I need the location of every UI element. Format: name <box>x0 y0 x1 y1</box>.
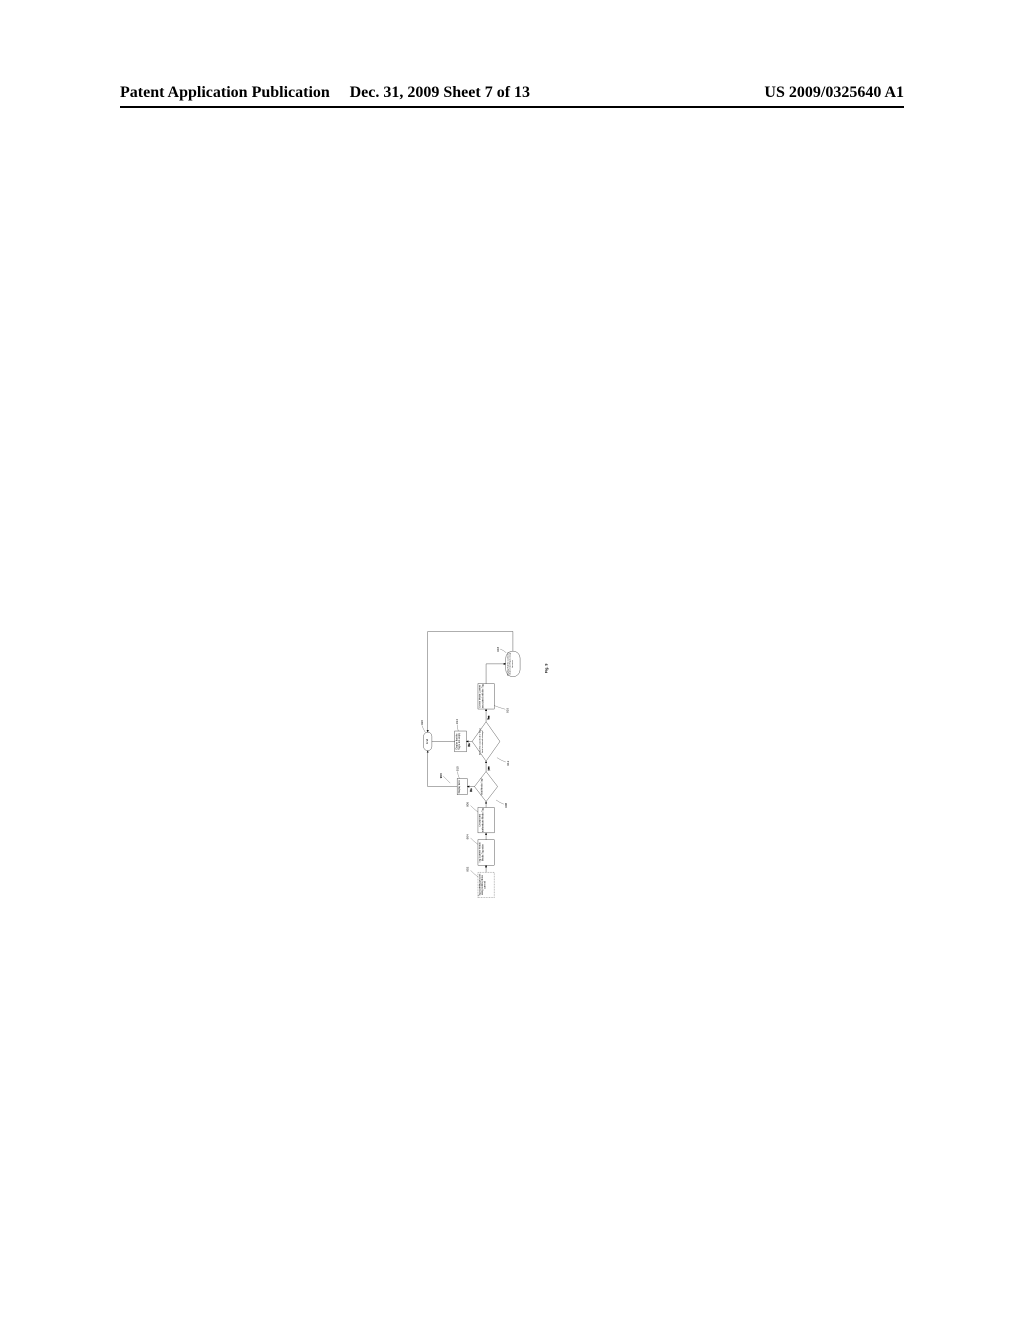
node-902: Tag scanning process using mobile phone … <box>466 866 494 897</box>
edge-912-yes: Yes <box>488 715 491 720</box>
node-906: Decrypt and authenticate Media Tag 906 <box>466 802 494 833</box>
ref-918: 918 <box>496 647 500 652</box>
node-920-text: End <box>425 733 429 751</box>
node-916: Delete Media Content associated with the… <box>478 684 510 713</box>
figure-label: Fig. 9 <box>544 664 548 674</box>
node-904-text: Tag Scanner Reads Media Tag value <box>479 840 484 865</box>
node-920: End 920 <box>420 720 432 751</box>
page-header: Patent Application Publication Dec. 31, … <box>120 84 904 108</box>
figure-container: Tag scanning process using mobile phone … <box>120 170 904 1170</box>
node-910: Display Error 910 <box>456 766 468 795</box>
edge-912-no: No <box>468 743 471 747</box>
flowchart-svg: Tag scanning process using mobile phone … <box>390 650 640 900</box>
ref-912: 912 <box>506 760 510 765</box>
header-center: Dec. 31, 2009 Sheet 7 of 13 <box>350 84 530 102</box>
edge-908-no: No <box>470 788 473 792</box>
ref-906: 906 <box>466 802 470 807</box>
header-right: US 2009/0325640 A1 <box>764 84 904 102</box>
ref-910: 910 <box>456 766 460 771</box>
ref-908: 908 <box>504 803 508 808</box>
ref-914: 914 <box>455 719 459 724</box>
ref-904: 904 <box>466 834 470 839</box>
ref-920: 920 <box>420 720 424 725</box>
node-918: Display that the content is cleared and … <box>496 647 520 677</box>
ref-900: 900 <box>439 773 443 778</box>
flowchart: Tag scanning process using mobile phone … <box>390 650 640 900</box>
ref-900-group: 900 <box>439 773 450 783</box>
node-902-text: Tag scanning process using mobile phone … <box>478 873 486 898</box>
node-918-text: Display that the content is cleared and … <box>507 652 514 676</box>
node-912: Media File exist for the Tag in local or… <box>472 722 510 766</box>
node-914: Display that the Tag is not empty 914 <box>455 719 467 752</box>
node-916-text: Delete Media Content associated with the… <box>479 684 484 709</box>
ref-902: 902 <box>466 866 470 871</box>
node-914-text: Display that the Tag is not empty <box>456 731 461 751</box>
edge-908-yes: yes <box>488 766 491 771</box>
header-left: Patent Application Publication <box>120 84 330 102</box>
ref-916: 916 <box>506 708 510 713</box>
node-908-text: Valid Media Tag? <box>481 776 484 797</box>
node-908: Valid Media Tag? 908 <box>474 772 508 808</box>
node-912-text: Media File exist for the Tag in local or… <box>479 728 484 756</box>
node-906-text: Decrypt and authenticate Media Tag <box>479 808 484 833</box>
page: Patent Application Publication Dec. 31, … <box>0 0 1024 1320</box>
edges: No yes No Yes <box>428 631 513 872</box>
node-910-text: Display Error <box>458 779 461 794</box>
node-904: Tag Scanner Reads Media Tag value 904 <box>466 834 494 865</box>
